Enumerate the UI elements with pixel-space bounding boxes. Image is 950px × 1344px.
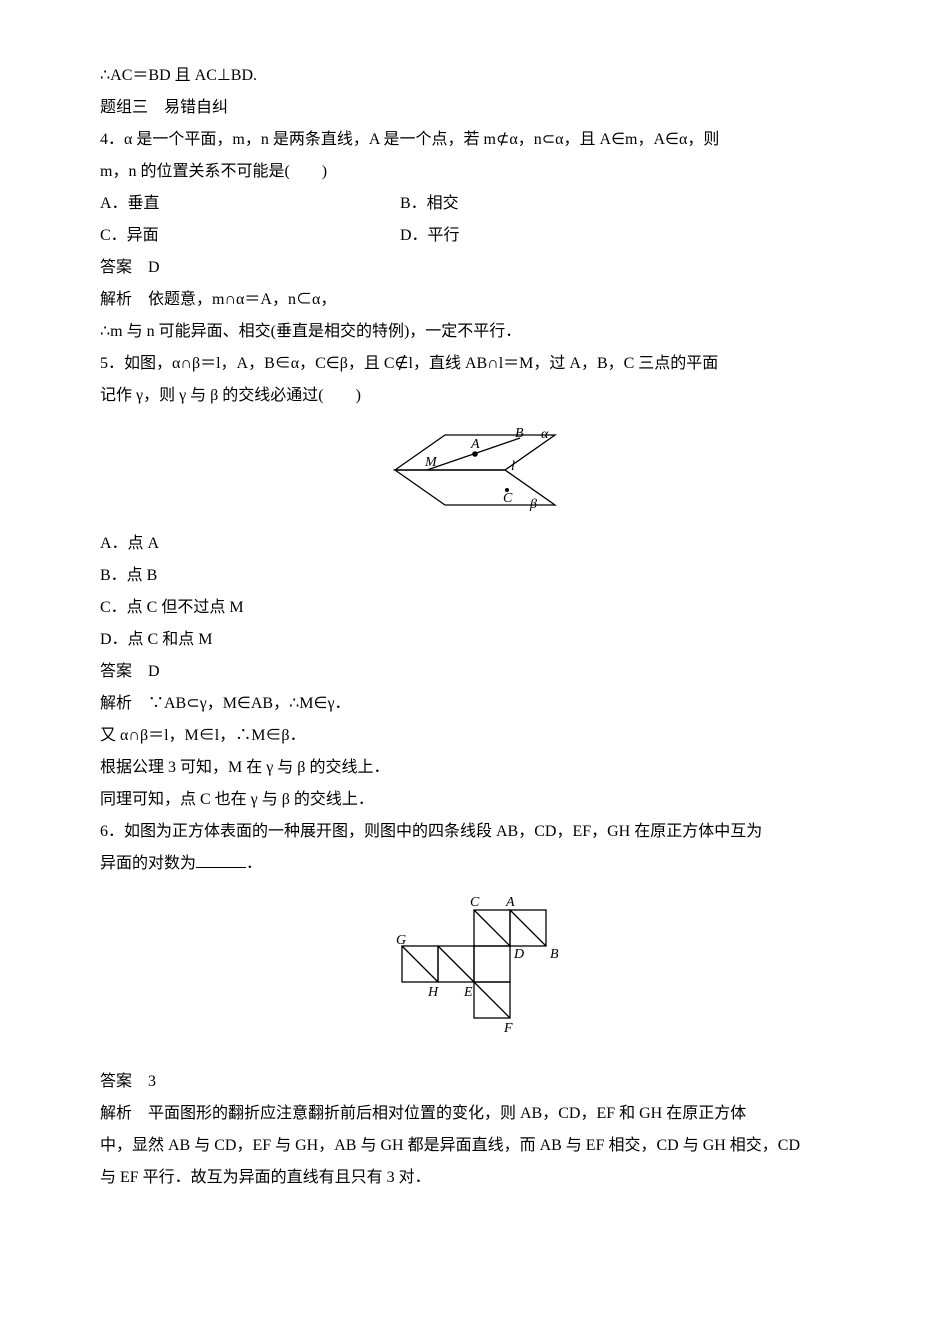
section-title: 题组三 易错自纠 <box>100 92 850 124</box>
q5-svg: M A B α l C β <box>385 420 565 520</box>
q5-stem-2: 记作 γ，则 γ 与 β 的交线必通过( ) <box>100 380 850 412</box>
q5-exp-3: 根据公理 3 可知，M 在 γ 与 β 的交线上． <box>100 752 850 784</box>
q4-options-row-2: C．异面 D．平行 <box>100 220 850 252</box>
q4-stem-1: 4．α 是一个平面，m，n 是两条直线，A 是一个点，若 m⊄α，n⊂α，且 A… <box>100 124 850 156</box>
q4-exp-1: 解析 依题意，m∩α＝A，n⊂α， <box>100 284 850 316</box>
q6-stem-1: 6．如图为正方体表面的一种展开图，则图中的四条线段 AB，CD，EF，GH 在原… <box>100 816 850 848</box>
q4-option-a: A．垂直 <box>100 188 400 220</box>
q6-label-F: F <box>503 1021 513 1036</box>
q5-label-M: M <box>424 455 438 470</box>
q5-label-l: l <box>511 459 515 474</box>
q5-stem-1: 5．如图，α∩β＝l，A，B∈α，C∈β，且 C∉l，直线 AB∩l＝M，过 A… <box>100 348 850 380</box>
q5-answer: 答案 D <box>100 656 850 688</box>
q4-option-d: D．平行 <box>400 220 460 252</box>
q5-label-beta: β <box>529 497 537 512</box>
q6-label-A: A <box>505 895 515 910</box>
q6-blank <box>196 851 246 868</box>
q6-svg: C A D B G H E F <box>380 888 570 1058</box>
q6-stem-2-end: ． <box>246 855 262 872</box>
q5-exp-2: 又 α∩β＝l，M∈l，∴M∈β． <box>100 720 850 752</box>
q6-label-B: B <box>550 947 559 962</box>
q5-option-d: D．点 C 和点 M <box>100 624 850 656</box>
q6-stem-2: 异面的对数为 ． <box>100 848 850 880</box>
q5-exp-4: 同理可知，点 C 也在 γ 与 β 的交线上． <box>100 784 850 816</box>
q6-stem-2-text: 异面的对数为 <box>100 855 196 872</box>
q5-label-B: B <box>515 426 524 441</box>
q6-exp-3: 与 EF 平行．故互为异面的直线有且只有 3 对． <box>100 1162 850 1194</box>
q6-label-H: H <box>427 985 439 1000</box>
q5-exp-1: 解析 ∵AB⊂γ，M∈AB，∴M∈γ． <box>100 688 850 720</box>
q5-label-A: A <box>470 437 480 452</box>
q5-option-c: C．点 C 但不过点 M <box>100 592 850 624</box>
q6-exp-2: 中，显然 AB 与 CD，EF 与 GH，AB 与 GH 都是异面直线，而 AB… <box>100 1130 850 1162</box>
q6-figure: C A D B G H E F <box>100 888 850 1058</box>
q4-option-c: C．异面 <box>100 220 400 252</box>
q6-label-D: D <box>513 947 524 962</box>
line-ac-bd: ∴AC＝BD 且 AC⊥BD. <box>100 60 850 92</box>
q6-label-E: E <box>463 985 473 1000</box>
q4-option-b: B．相交 <box>400 188 459 220</box>
q6-answer: 答案 3 <box>100 1066 850 1098</box>
q4-options-row-1: A．垂直 B．相交 <box>100 188 850 220</box>
q6-exp-1: 解析 平面图形的翻折应注意翻折前后相对位置的变化，则 AB，CD，EF 和 GH… <box>100 1098 850 1130</box>
q6-label-C: C <box>470 895 480 910</box>
page-body: ∴AC＝BD 且 AC⊥BD. 题组三 易错自纠 4．α 是一个平面，m，n 是… <box>0 0 950 1234</box>
q5-option-a: A．点 A <box>100 528 850 560</box>
q5-label-alpha: α <box>541 427 549 442</box>
q4-answer: 答案 D <box>100 252 850 284</box>
q4-stem-2: m，n 的位置关系不可能是( ) <box>100 156 850 188</box>
q4-exp-2: ∴m 与 n 可能异面、相交(垂直是相交的特例)，一定不平行． <box>100 316 850 348</box>
q5-option-b: B．点 B <box>100 560 850 592</box>
q5-label-C: C <box>503 491 513 506</box>
q5-figure: M A B α l C β <box>100 420 850 520</box>
q6-label-G: G <box>396 933 406 948</box>
